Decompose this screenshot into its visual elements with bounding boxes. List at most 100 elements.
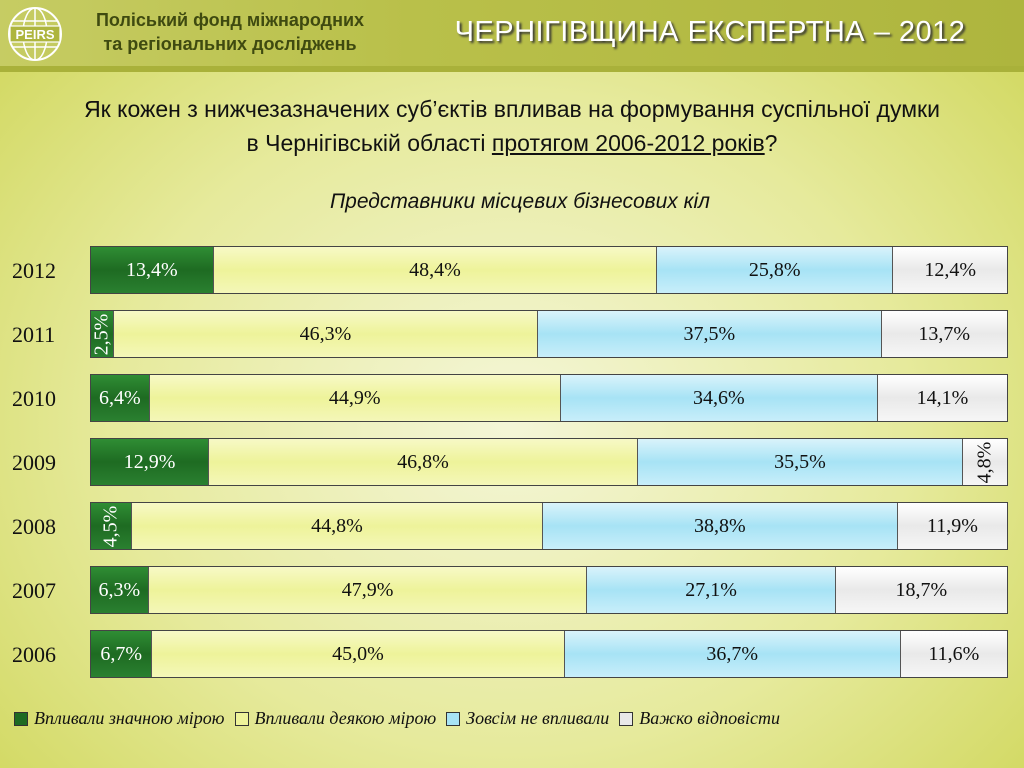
data-label-2012-series-1: 48,4%	[409, 258, 461, 281]
data-label-2009-series-1: 46,8%	[397, 450, 449, 473]
data-label-2008-series-0: 4,5%	[99, 505, 122, 547]
bar-row-2012: 2012 13,4% 48,4% 25,8% 12,4%	[0, 246, 1024, 296]
globe-logo-icon: PEIRS	[8, 7, 62, 61]
data-label-2007-series-3: 18,7%	[895, 578, 948, 601]
data-label-2012-series-2: 25,8%	[748, 258, 801, 281]
data-label-2009-series-2: 35,5%	[774, 450, 826, 473]
stacked-bar-2010: 6,4% 44,9% 34,6% 14,1%	[90, 374, 1008, 422]
data-label-2010-series-0: 6,4%	[98, 386, 141, 409]
stacked-bar-2009: 12,9% 46,8% 35,5% 4,8%	[90, 438, 1008, 486]
data-label-2008-series-1: 44,8%	[311, 514, 363, 537]
bar-row-2007: 2007 6,3% 47,9% 27,1% 18,7%	[0, 566, 1024, 616]
bar-segment-2010-series-2: 34,6%	[560, 375, 878, 421]
bar-segment-2007-series-3: 18,7%	[835, 567, 1007, 613]
data-label-2011-series-1: 46,3%	[299, 322, 352, 345]
bar-segment-2009-series-0: 12,9%	[91, 439, 210, 485]
chart-title: Представники місцевих бізнесових кіл	[329, 190, 711, 213]
bar-segment-2009-series-1: 46,8%	[209, 439, 638, 485]
bar-segment-2008-series-1: 44,8%	[132, 503, 543, 549]
year-label-2006: 2006	[12, 642, 56, 667]
bar-segment-2011-series-1: 46,3%	[113, 311, 539, 357]
header-bar	[0, 0, 1024, 66]
bar-row-2009: 2009 12,9% 46,8% 35,5% 4,8%	[0, 438, 1024, 488]
legend-label-0: Впливали значною мірою	[34, 708, 225, 728]
data-label-2011-series-0: 2,5%	[90, 313, 113, 355]
logo-text: PEIRS	[15, 27, 54, 42]
data-label-2006-series-0: 6,7%	[100, 642, 143, 665]
data-label-2011-series-2: 37,5%	[683, 322, 736, 345]
bar-segment-2012-series-0: 13,4%	[91, 247, 214, 293]
bar-segment-2009-series-2: 35,5%	[637, 439, 964, 485]
data-label-2012-series-3: 12,4%	[924, 258, 977, 281]
data-label-2007-series-2: 27,1%	[685, 578, 737, 601]
organization-name: Поліський фонд міжнародних та регіональн…	[70, 8, 390, 56]
data-label-2008-series-3: 11,9%	[927, 514, 978, 537]
legend-swatch-1	[234, 711, 249, 726]
data-label-2012-series-0: 13,4%	[126, 258, 178, 281]
bar-row-2008: 2008 4,5% 44,8% 38,8% 11,9%	[0, 502, 1024, 552]
bar-segment-2007-series-0: 6,3%	[91, 567, 149, 613]
data-label-2006-series-1: 45,0%	[332, 642, 384, 665]
bar-segment-2012-series-2: 25,8%	[657, 247, 894, 293]
bar-segment-2007-series-1: 47,9%	[148, 567, 588, 613]
bar-segment-2006-series-3: 11,6%	[900, 631, 1007, 677]
bar-segment-2010-series-3: 14,1%	[877, 375, 1007, 421]
year-label-2011: 2011	[12, 322, 56, 347]
legend-label-2: Зовсім не впливали	[466, 708, 610, 728]
legend-item-0: Впливали значною мірою	[14, 708, 225, 729]
legend-item-1: Впливали деякою мірою	[234, 708, 437, 729]
bar-segment-2006-series-2: 36,7%	[564, 631, 901, 677]
legend-swatch-2	[446, 711, 461, 726]
question-line2-prefix: в Чернігівській області	[246, 130, 492, 156]
bar-segment-2010-series-0: 6,4%	[91, 375, 150, 421]
data-label-2006-series-3: 11,6%	[928, 642, 980, 665]
survey-question: Як кожен з нижчезазначених суб’єктів впл…	[0, 92, 1024, 160]
bar-segment-2008-series-0: 4,5%	[91, 503, 133, 549]
bar-segment-2006-series-0: 6,7%	[91, 631, 153, 677]
project-title: ЧЕРНІГІВЩИНА ЕКСПЕРТНА – 2012	[454, 16, 966, 48]
data-label-2007-series-1: 47,9%	[341, 578, 394, 601]
question-period: протягом 2006-2012 років	[491, 130, 765, 156]
bar-row-2006: 2006 6,7% 45,0% 36,7% 11,6%	[0, 630, 1024, 680]
data-label-2007-series-0: 6,3%	[98, 578, 141, 601]
legend-label-1: Впливали деякою мірою	[254, 708, 437, 728]
bar-segment-2011-series-3: 13,7%	[881, 311, 1007, 357]
data-label-2009-series-3: 4,8%	[973, 441, 996, 483]
legend-item-3: Важко відповісти	[619, 708, 780, 729]
question-line1: Як кожен з нижчезазначених суб’єктів впл…	[84, 96, 940, 122]
stacked-bar-2007: 6,3% 47,9% 27,1% 18,7%	[90, 566, 1008, 614]
bar-segment-2009-series-3: 4,8%	[963, 439, 1007, 485]
data-label-2009-series-0: 12,9%	[123, 450, 176, 473]
header-divider	[0, 66, 1024, 72]
year-label-2009: 2009	[12, 450, 56, 475]
bar-segment-2010-series-1: 44,9%	[149, 375, 561, 421]
data-label-2010-series-2: 34,6%	[693, 386, 745, 409]
stacked-bar-2012: 13,4% 48,4% 25,8% 12,4%	[90, 246, 1008, 294]
data-label-2008-series-2: 38,8%	[693, 514, 746, 537]
question-line2-suffix: ?	[764, 130, 778, 156]
data-label-2010-series-3: 14,1%	[916, 386, 969, 409]
data-label-2011-series-3: 13,7%	[918, 322, 971, 345]
legend-item-2: Зовсім не впливали	[446, 708, 609, 729]
year-label-2008: 2008	[12, 514, 56, 539]
bar-row-2011: 2011 2,5% 46,3% 37,5% 13,7%	[0, 310, 1024, 360]
year-label-2012: 2012	[12, 258, 56, 283]
question-line2: в Чернігівській області протягом 2006-20…	[0, 126, 1024, 160]
org-name-line1: Поліський фонд міжнародних	[95, 10, 365, 30]
stacked-bar-2006: 6,7% 45,0% 36,7% 11,6%	[90, 630, 1008, 678]
bar-segment-2007-series-2: 27,1%	[587, 567, 836, 613]
bar-segment-2012-series-1: 48,4%	[213, 247, 658, 293]
bar-segment-2006-series-1: 45,0%	[152, 631, 565, 677]
stacked-bar-2008: 4,5% 44,8% 38,8% 11,9%	[90, 502, 1008, 550]
stacked-bar-2011: 2,5% 46,3% 37,5% 13,7%	[90, 310, 1008, 358]
bar-segment-2012-series-3: 12,4%	[893, 247, 1007, 293]
legend-label-3: Важко відповісти	[639, 708, 780, 728]
org-name-line2: та регіональних досліджень	[103, 34, 357, 54]
legend-swatch-0	[14, 711, 28, 726]
bar-segment-2008-series-3: 11,9%	[898, 503, 1007, 549]
bar-segment-2011-series-2: 37,5%	[538, 311, 882, 357]
data-label-2010-series-1: 44,9%	[328, 386, 381, 409]
bar-row-2010: 2010 6,4% 44,9% 34,6% 14,1%	[0, 374, 1024, 424]
year-label-2010: 2010	[12, 386, 56, 411]
legend-swatch-3	[619, 711, 634, 726]
